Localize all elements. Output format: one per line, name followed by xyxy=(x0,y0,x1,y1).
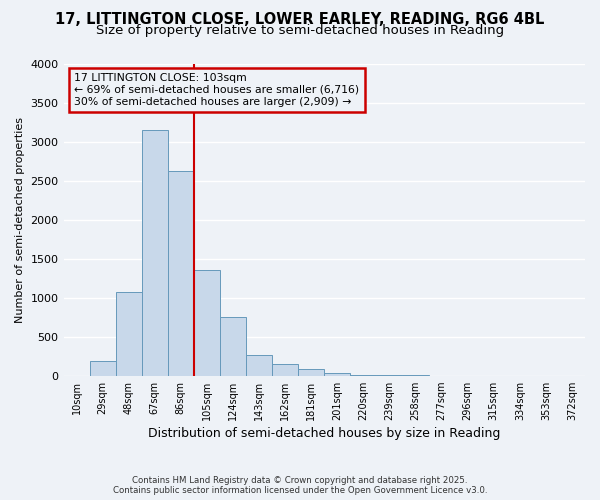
Bar xyxy=(168,171,194,376)
Bar xyxy=(220,318,246,376)
Text: 17, LITTINGTON CLOSE, LOWER EARLEY, READING, RG6 4BL: 17, LITTINGTON CLOSE, LOWER EARLEY, READ… xyxy=(55,12,545,28)
Y-axis label: Number of semi-detached properties: Number of semi-detached properties xyxy=(15,117,25,323)
Bar xyxy=(194,270,220,376)
Bar xyxy=(116,292,142,376)
Bar xyxy=(324,373,350,376)
Bar xyxy=(298,370,324,376)
Text: Size of property relative to semi-detached houses in Reading: Size of property relative to semi-detach… xyxy=(96,24,504,37)
Bar xyxy=(350,375,376,376)
Text: Contains HM Land Registry data © Crown copyright and database right 2025.
Contai: Contains HM Land Registry data © Crown c… xyxy=(113,476,487,495)
Bar xyxy=(142,130,168,376)
Text: 17 LITTINGTON CLOSE: 103sqm
← 69% of semi-detached houses are smaller (6,716)
30: 17 LITTINGTON CLOSE: 103sqm ← 69% of sem… xyxy=(74,74,359,106)
Bar xyxy=(246,354,272,376)
X-axis label: Distribution of semi-detached houses by size in Reading: Distribution of semi-detached houses by … xyxy=(148,427,500,440)
Bar xyxy=(89,362,116,376)
Bar xyxy=(272,364,298,376)
